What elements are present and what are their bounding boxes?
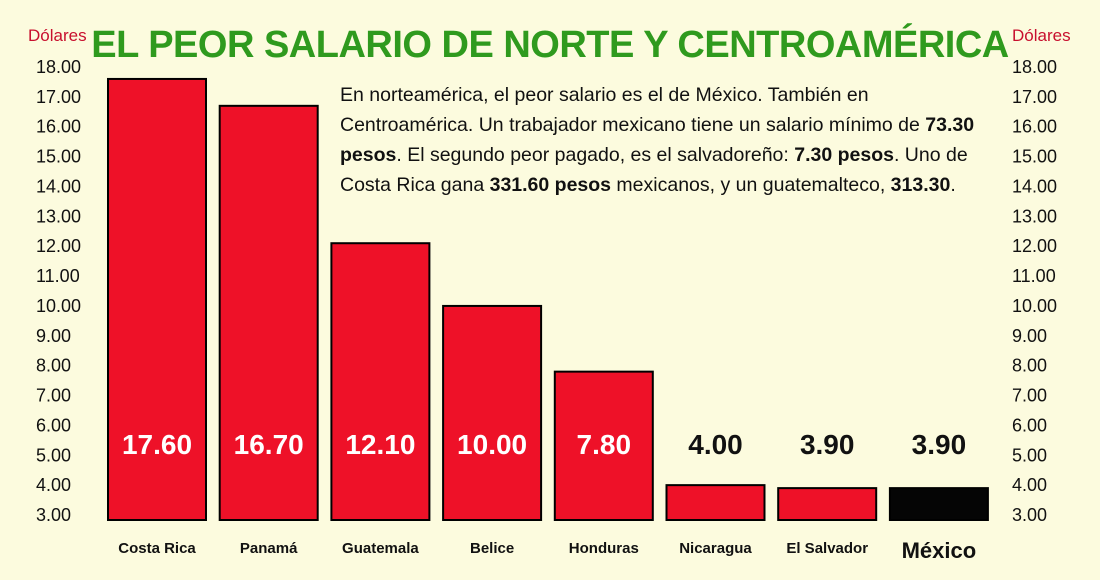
y-tick-label-left: 4.00	[36, 475, 71, 495]
y-tick-label-left: 8.00	[36, 356, 71, 376]
category-label: México	[902, 538, 977, 563]
y-tick-label-left: 12.00	[36, 236, 81, 256]
description-highlight: 313.30	[890, 174, 951, 196]
y-tick-label-right: 16.00	[1012, 117, 1057, 137]
description-highlight: 7.30 pesos	[794, 144, 894, 166]
y-axis-unit-right: Dólares	[1012, 26, 1071, 45]
bar-value-label: 3.90	[912, 429, 967, 460]
description-highlight: 331.60 pesos	[489, 174, 612, 196]
y-tick-label-right: 10.00	[1012, 296, 1057, 316]
description-segment: mexicanos, y un guatemalteco,	[611, 174, 891, 196]
description-segment: . El segundo peor pagado, es el salvador…	[396, 144, 795, 166]
bar-value-label: 12.10	[345, 429, 415, 460]
y-tick-label-right: 11.00	[1012, 266, 1056, 286]
description-highlight: 73.30 pesos	[340, 114, 975, 166]
y-tick-label-left: 5.00	[36, 445, 71, 465]
y-tick-label-right: 12.00	[1012, 236, 1057, 256]
y-tick-label-left: 10.00	[36, 296, 81, 316]
description-segment: En norteamérica, el peor salario es el d…	[340, 84, 926, 136]
description-segment: . Uno de Costa Rica gana	[340, 144, 968, 196]
bar-value-label: 16.70	[234, 429, 304, 460]
bar-value-label: 4.00	[688, 429, 743, 460]
y-tick-label-left: 14.00	[36, 176, 81, 196]
bar-value-label: 3.90	[800, 429, 855, 460]
bar	[777, 487, 878, 521]
y-tick-label-right: 14.00	[1012, 176, 1057, 196]
bar	[330, 242, 431, 521]
y-tick-label-left: 6.00	[36, 415, 71, 435]
y-tick-label-right: 4.00	[1012, 475, 1047, 495]
bar	[553, 370, 654, 522]
bar	[218, 104, 319, 522]
category-label: El Salvador	[786, 540, 868, 557]
y-tick-label-left: 15.00	[36, 147, 81, 167]
y-tick-label-right: 7.00	[1012, 386, 1047, 406]
y-tick-label-right: 9.00	[1012, 326, 1047, 346]
category-label: Belice	[470, 540, 514, 557]
y-tick-label-right: 18.00	[1012, 57, 1057, 77]
y-tick-label-left: 18.00	[36, 57, 81, 77]
description-segment: .	[950, 174, 956, 196]
category-label: Nicaragua	[679, 540, 752, 557]
y-tick-label-left: 16.00	[36, 117, 81, 137]
y-tick-label-left: 11.00	[36, 266, 80, 286]
bar	[665, 484, 766, 521]
category-label: Guatemala	[342, 540, 419, 557]
y-tick-label-right: 5.00	[1012, 445, 1047, 465]
bar	[442, 304, 543, 521]
y-tick-label-right: 15.00	[1012, 147, 1057, 167]
y-tick-label-left: 9.00	[36, 326, 71, 346]
y-tick-label-right: 6.00	[1012, 415, 1047, 435]
bar	[107, 77, 207, 522]
category-label: Panamá	[240, 540, 298, 557]
y-tick-label-left: 13.00	[36, 206, 81, 226]
bar-value-label: 10.00	[457, 429, 527, 460]
bar-value-label: 7.80	[577, 429, 632, 460]
y-tick-label-right: 17.00	[1012, 87, 1057, 107]
y-tick-label-right: 13.00	[1012, 206, 1057, 226]
chart-title: EL PEOR SALARIO DE NORTE Y CENTROAMÉRICA	[91, 24, 1009, 66]
description-text: En norteamérica, el peor salario es el d…	[340, 80, 1000, 200]
y-axis-unit-left: Dólares	[28, 26, 87, 45]
category-label: Costa Rica	[118, 540, 196, 557]
y-tick-label-left: 17.00	[36, 87, 81, 107]
y-tick-label-right: 8.00	[1012, 356, 1047, 376]
highlight-bar	[888, 487, 989, 521]
y-tick-label-left: 7.00	[36, 386, 71, 406]
bar-value-label: 17.60	[122, 429, 192, 460]
y-tick-label-right: 3.00	[1012, 505, 1047, 525]
y-tick-label-left: 3.00	[36, 505, 71, 525]
category-label: Honduras	[569, 540, 639, 557]
